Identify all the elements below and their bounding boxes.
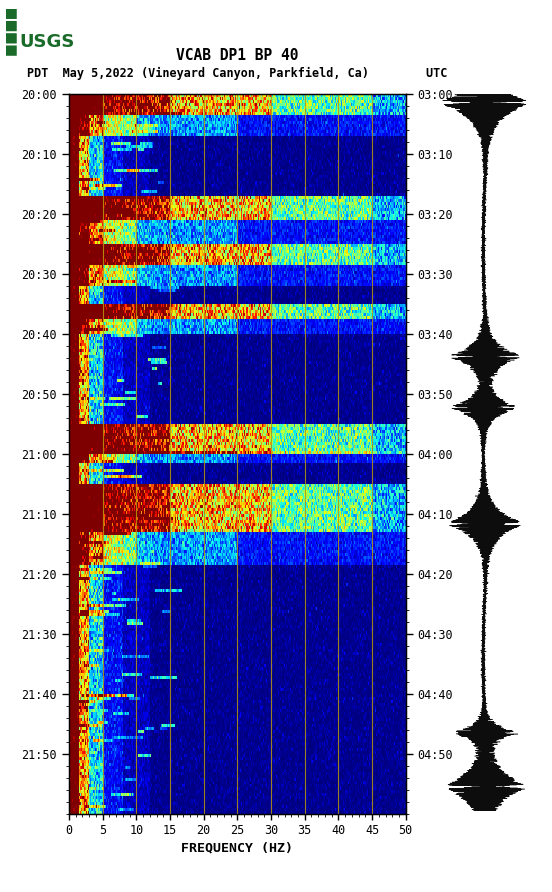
Text: VCAB DP1 BP 40: VCAB DP1 BP 40 (176, 48, 299, 62)
Text: PDT  May 5,2022 (Vineyard Canyon, Parkfield, Ca)        UTC: PDT May 5,2022 (Vineyard Canyon, Parkfie… (27, 67, 448, 79)
Text: USGS: USGS (19, 33, 75, 51)
FancyBboxPatch shape (5, 9, 17, 19)
FancyBboxPatch shape (5, 21, 17, 31)
X-axis label: FREQUENCY (HZ): FREQUENCY (HZ) (182, 841, 293, 854)
FancyBboxPatch shape (5, 45, 17, 56)
FancyBboxPatch shape (5, 33, 17, 44)
